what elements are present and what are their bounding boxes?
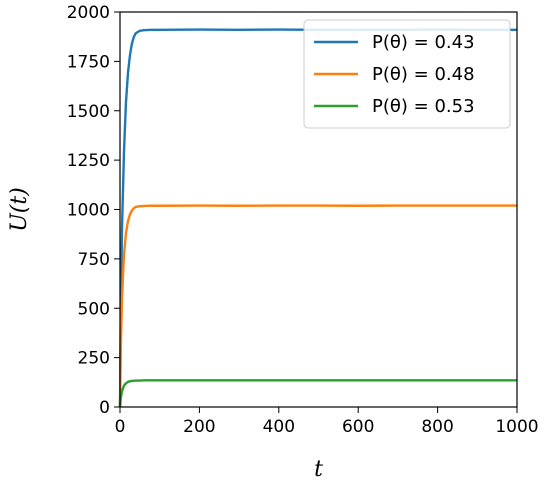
legend-label: P(θ) = 0.53: [372, 96, 475, 117]
y-tick-label: 1000: [67, 201, 110, 221]
y-axis: 0 250 500 750 1000 1250 1500 1750 2000: [67, 3, 120, 418]
x-axis-label: t: [314, 457, 323, 482]
legend-box: [303, 19, 511, 129]
y-tick-label: 1250: [67, 151, 110, 171]
series-line-3: [118, 379, 517, 408]
series-line-2: [118, 204, 517, 408]
y-tick-label: 750: [78, 250, 110, 270]
x-tick-label: 600: [342, 417, 374, 437]
x-tick-label: 800: [421, 417, 453, 437]
x-tick-label: 0: [115, 417, 126, 437]
x-axis: 0 200 400 600 800 1000: [115, 407, 539, 437]
y-axis-label: U(t): [7, 187, 32, 232]
legend-label: P(θ) = 0.48: [372, 64, 475, 85]
y-tick-label: 0: [99, 398, 110, 418]
legend-label: P(θ) = 0.43: [372, 32, 475, 53]
y-tick-label: 500: [78, 299, 110, 319]
x-tick-label: 200: [183, 417, 215, 437]
legend: P(θ) = 0.43 P(θ) = 0.48 P(θ) = 0.53: [303, 19, 511, 129]
y-tick-label: 1750: [67, 52, 110, 72]
y-tick-label: 250: [78, 349, 110, 369]
x-tick-label: 1000: [495, 417, 538, 437]
y-tick-label: 2000: [67, 3, 110, 23]
y-tick-label: 1500: [67, 102, 110, 122]
x-tick-label: 400: [263, 417, 295, 437]
